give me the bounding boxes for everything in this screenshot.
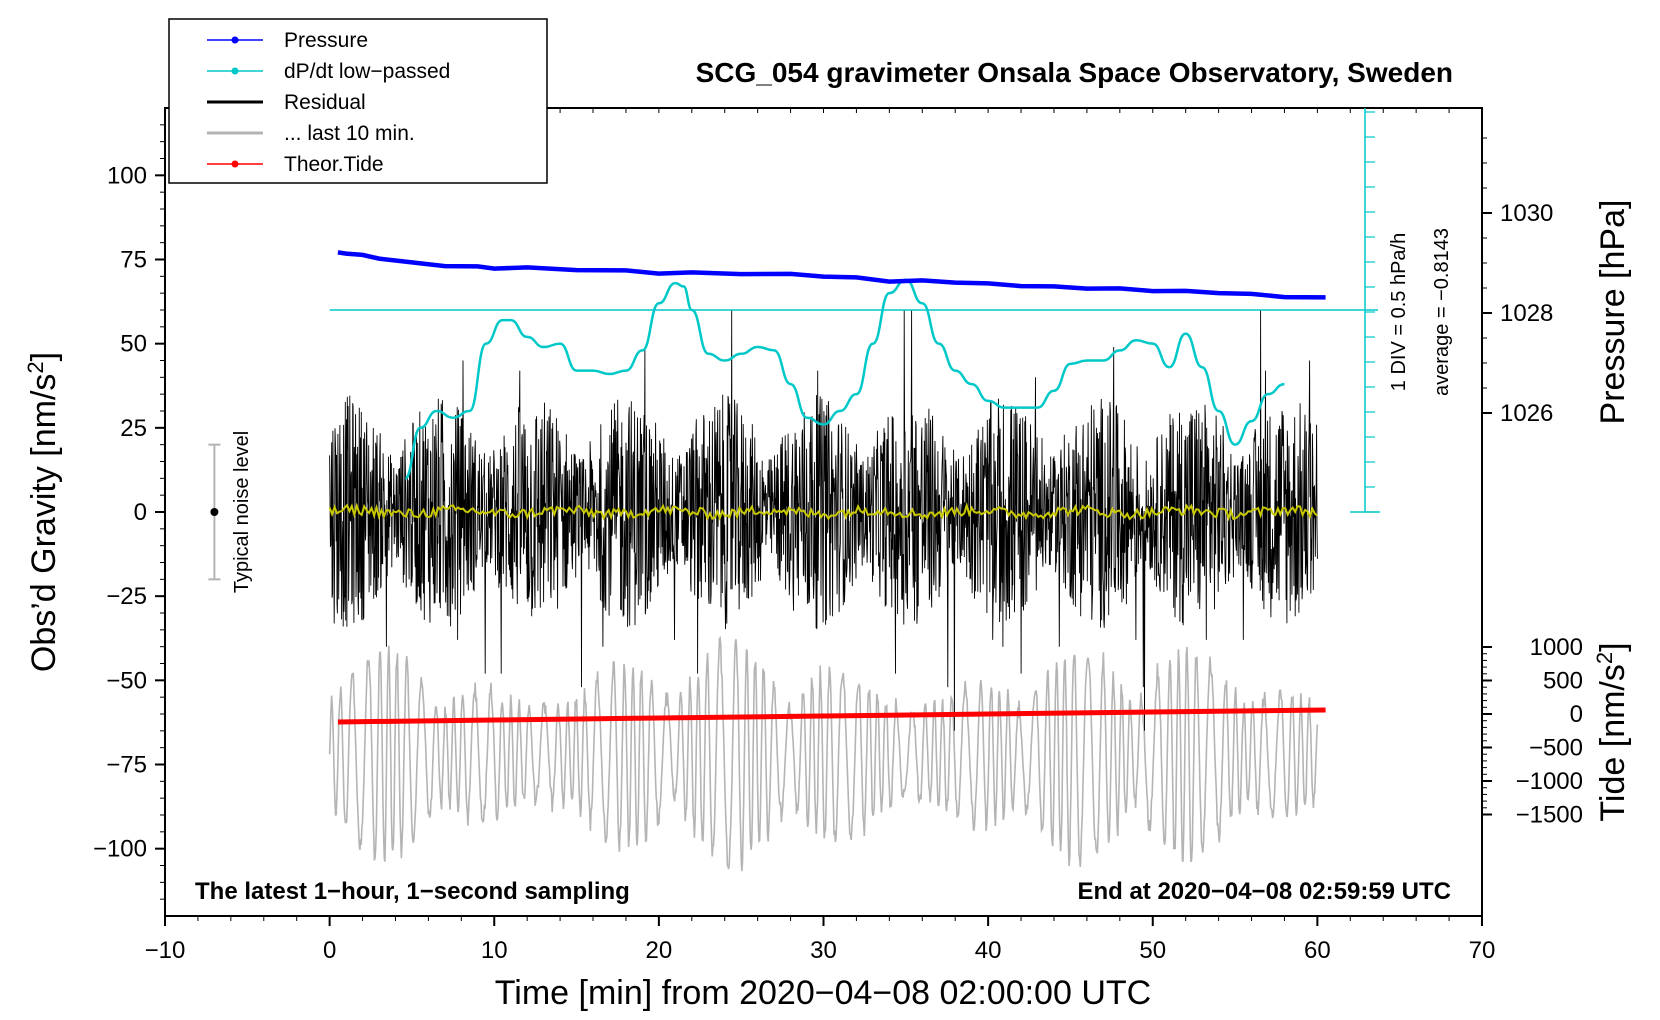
dpdt-average-label: average = −0.8143 (1431, 228, 1453, 396)
dpdt-scale-bar: 1 DIV = 0.5 hPa/h average = −0.8143 (1350, 108, 1453, 512)
y-axis-tide-title: Tide [nm/s2] (1592, 642, 1632, 821)
tide-tick-label: 500 (1543, 668, 1583, 695)
y-axis-left: 100 75 50 25 0 −25 −50 −75 −100 (93, 125, 165, 899)
legend-marker (232, 161, 239, 168)
y-tick-label: 0 (134, 499, 147, 526)
pressure-tick-label: 1028 (1500, 300, 1553, 327)
noise-bar-dot (210, 508, 218, 516)
legend-label: ... last 10 min. (284, 122, 415, 145)
tide-tick-label: −1500 (1516, 802, 1583, 829)
x-tick-label: 60 (1304, 937, 1331, 964)
x-tick-label: 30 (810, 937, 837, 964)
legend-marker (232, 37, 239, 44)
x-tick-label: 40 (975, 937, 1002, 964)
tide-tick-label: −1000 (1516, 768, 1583, 795)
y-tick-label: 100 (107, 162, 147, 189)
tide-tick-label: −500 (1529, 735, 1583, 762)
y-axis-left-title: Obs’d Gravity [nm/s2] (23, 352, 63, 672)
x-tick-label: 10 (481, 937, 508, 964)
legend-label: Pressure (284, 29, 368, 52)
chart-title: SCG_054 gravimeter Onsala Space Observat… (696, 57, 1453, 88)
legend: Pressure dP/dt low−passed Residual ... last… (169, 19, 547, 183)
x-axis-title: Time [min] from 2020−04−08 02:00:00 UTC (495, 974, 1151, 1012)
legend-label: dP/dt low−passed (284, 60, 450, 83)
x-tick-label: 70 (1469, 937, 1496, 964)
noise-level-bar: Typical noise level (208, 431, 253, 593)
y-tick-label: 25 (120, 415, 147, 442)
series-layer (330, 252, 1378, 871)
y-tick-label: −25 (106, 583, 147, 610)
x-tick-label: 0 (323, 937, 336, 964)
series-last-10-min (330, 638, 1318, 871)
legend-marker (232, 68, 239, 75)
y-tick-label: −75 (106, 752, 147, 779)
y-axis-pressure-title: Pressure [hPa] (1594, 200, 1632, 425)
annotation-sampling: The latest 1−hour, 1−second sampling (195, 878, 630, 905)
series-pressure (338, 252, 1326, 297)
y-axis-tide: 1000 500 0 −500 −1000 −1500 (1482, 634, 1583, 829)
pressure-tick-label: 1026 (1500, 400, 1553, 427)
legend-label: Theor.Tide (284, 153, 384, 176)
y-tick-label: −100 (93, 836, 147, 863)
tide-tick-label: 0 (1570, 701, 1583, 728)
x-tick-label: 50 (1139, 937, 1166, 964)
pressure-tick-label: 1030 (1500, 200, 1553, 227)
y-tick-label: 75 (120, 247, 147, 274)
tide-tick-label: 1000 (1530, 634, 1583, 661)
y-tick-label: 50 (120, 331, 147, 358)
noise-bar-label: Typical noise level (231, 431, 253, 593)
legend-label: Residual (284, 91, 366, 114)
x-tick-label: 20 (646, 937, 673, 964)
y-tick-label: −50 (106, 667, 147, 694)
annotation-end-time: End at 2020−04−08 02:59:59 UTC (1077, 878, 1451, 905)
y-axis-pressure: 1030 1028 1026 (1482, 138, 1553, 427)
dpdt-div-label: 1 DIV = 0.5 hPa/h (1388, 233, 1410, 391)
x-tick-label: −10 (145, 937, 186, 964)
gravity-chart: −10 0 10 20 30 40 50 60 70 1007550250−25−50−75−1… (0, 0, 1660, 1020)
